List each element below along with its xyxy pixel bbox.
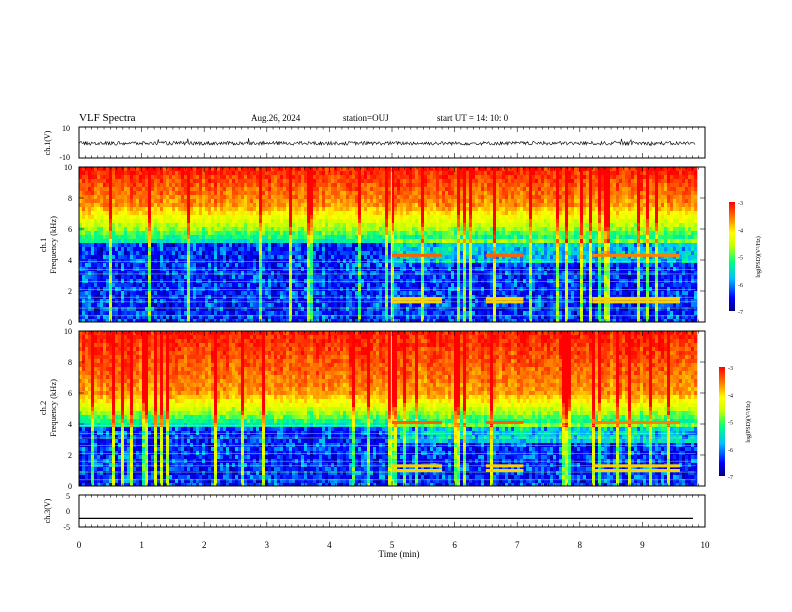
ch1-yticks: 0 2 4 6 8 10 — [64, 163, 705, 327]
ch2-colorbar-tick-0: -3 — [728, 366, 733, 372]
ch2-yticks: 0 2 4 6 8 10 — [64, 327, 705, 491]
ch1-spectrogram-image — [79, 167, 705, 322]
ch1-colorbar-tick-4: -7 — [738, 310, 743, 316]
ch1-ylabel-channel: ch.1 — [38, 238, 48, 252]
chart-title: VLF Spectra — [79, 112, 136, 124]
ch2-colorbar-tick-3: -6 — [728, 448, 733, 454]
ch2-ytick-2: 2 — [68, 451, 72, 460]
ch2-spectrogram-image — [79, 331, 705, 486]
ch2-colorbar-tick-1: -4 — [728, 393, 733, 399]
ch2-ytick-0: 0 — [68, 482, 72, 491]
ch1-colorbar-tick-2: -5 — [738, 256, 743, 262]
ch3-waveform-ticks — [78, 495, 706, 527]
date-label: Aug.26, 2024 — [251, 113, 301, 123]
ch3-ytick-top: 5 — [66, 492, 70, 501]
ch1-colorbar-label: log(PSD)(V²/Hz) — [755, 236, 762, 277]
ch2-ytick-4: 4 — [68, 420, 72, 429]
ch1-waveform-trace — [79, 138, 696, 147]
ch1-colorbar — [729, 202, 735, 311]
x-tick-4: 4 — [327, 540, 332, 550]
ch1-colorbar-tick-3: -6 — [738, 283, 743, 289]
ch1-spectrogram-ticks — [78, 167, 706, 322]
ch2-ylabel-frequency: Frequency (kHz) — [48, 379, 58, 437]
x-tick-9: 9 — [640, 540, 645, 550]
ch3-waveform-ylabel: ch.3(V) — [43, 498, 52, 523]
x-tick-1: 1 — [139, 540, 144, 550]
ch2-colorbar-label: log(PSD)(V²/Hz) — [745, 401, 752, 442]
x-tick-5: 5 — [390, 540, 395, 550]
ch1-ytick-bottom: -10 — [59, 153, 70, 162]
x-axis-tick-labels: 0 1 2 3 4 5 6 7 8 9 10 — [77, 540, 710, 550]
ch1-ytick-6: 6 — [68, 225, 72, 234]
x-axis-label: Time (min) — [379, 549, 420, 559]
x-tick-7: 7 — [515, 540, 520, 550]
x-tick-0: 0 — [77, 540, 82, 550]
ch1-ytick-0: 0 — [68, 318, 72, 327]
ch3-ytick-mid: 0 — [66, 507, 70, 516]
ch1-waveform-ticks — [78, 127, 706, 158]
ch1-ytick-top: 10 — [62, 124, 70, 133]
ch1-colorbar-tick-1: -4 — [738, 228, 743, 234]
ch2-colorbar-tick-4: -7 — [728, 475, 733, 481]
ch1-ylabel-frequency: Frequency (kHz) — [48, 216, 58, 274]
ch2-colorbar — [719, 367, 725, 476]
ch3-waveform-panel: 5 0 -5 ch.3(V) — [43, 492, 706, 532]
ch1-ytick-4: 4 — [68, 256, 72, 265]
ch1-ytick-2: 2 — [68, 287, 72, 296]
ch2-ytick-6: 6 — [68, 389, 72, 398]
station-label: station=OUJ — [343, 113, 389, 123]
ch2-colorbar-tick-2: -5 — [728, 421, 733, 427]
ch1-colorbar-ticks: -3 -4 -5 -6 -7 — [738, 201, 743, 316]
x-tick-6: 6 — [452, 540, 457, 550]
ch2-colorbar-ticks: -3 -4 -5 -6 -7 — [728, 366, 733, 481]
x-tick-2: 2 — [202, 540, 207, 550]
ch1-ytick-10: 10 — [64, 163, 72, 172]
ch3-ytick-bottom: -5 — [63, 523, 70, 532]
ch1-ytick-8: 8 — [68, 194, 72, 203]
ch1-colorbar-tick-0: -3 — [738, 201, 743, 207]
x-tick-8: 8 — [578, 540, 583, 550]
ch1-waveform-panel: 10 -10 ch.1(V) — [43, 124, 706, 162]
ch1-waveform-ylabel: ch.1(V) — [43, 130, 52, 155]
x-tick-10: 10 — [701, 540, 711, 550]
ch2-ytick-10: 10 — [64, 327, 72, 336]
x-tick-3: 3 — [265, 540, 270, 550]
ch2-ytick-8: 8 — [68, 358, 72, 367]
ch2-spectrogram-ticks — [78, 331, 706, 486]
start-time-label: start UT = 14: 10: 0 — [437, 113, 509, 123]
ch2-ylabel-channel: ch.2 — [38, 401, 48, 415]
